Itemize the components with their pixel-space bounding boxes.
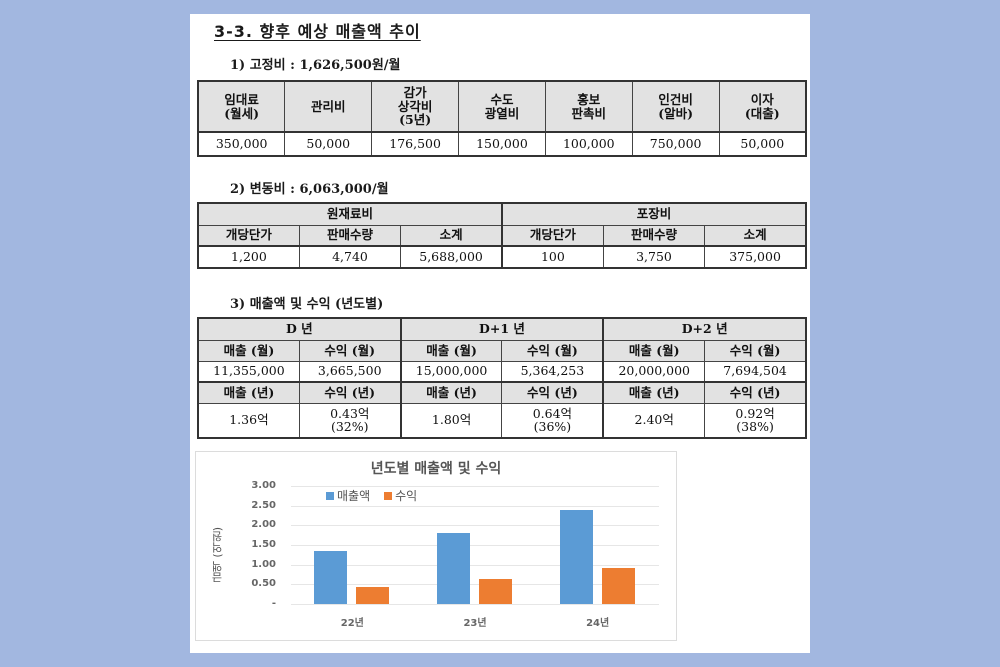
- yearly-header: 수익 (년): [501, 381, 604, 404]
- raw-material-group-header: 원재료비: [197, 202, 503, 226]
- yearly-header: 매출 (년): [399, 381, 503, 404]
- fixed-cost-header: 수도 광열비: [458, 80, 546, 133]
- revenue-swatch-icon: [326, 491, 334, 500]
- chart-title: 년도별 매출액 및 수익: [370, 461, 502, 477]
- year-header: D+1 년: [399, 317, 604, 341]
- revenue-profit-table: D 년 D+1 년 D+2 년 매출 (월) 수익 (월) 매출 (월) 수익 (월) 매출…: [197, 317, 807, 439]
- variable-cost-table: 원재료비 포장비 개당단가 판매수량 소계 개당단가 판매수량 소계 1,200 4,740…: [197, 202, 807, 269]
- x-tick-label: 23년: [463, 618, 487, 629]
- fixed-cost-header: 관리비: [284, 80, 373, 133]
- plot-area: - 0.50 1.00 1.50 2.00 2.50 3.00 22년 23년 24년: [251, 480, 659, 629]
- fixed-cost-heading: 1) 고정비 : 1,626,500원/월: [230, 58, 401, 73]
- chart-legend: 매출액 수익: [326, 487, 417, 504]
- gridline: [291, 486, 659, 487]
- fixed-cost-value: 350,000: [197, 131, 286, 157]
- fixed-cost-value: 750,000: [631, 131, 720, 157]
- monthly-header: 수익 (월): [704, 339, 807, 362]
- revenue-profit-chart: 년도별 매출액 및 수익 매출액 수익 금액 (억원) - 0.50 1.00 1.5…: [195, 451, 677, 641]
- gridline: [291, 584, 659, 586]
- fixed-cost-header: 인건비 (알바): [631, 80, 720, 133]
- gridline: [291, 604, 659, 605]
- packaging-group-header: 포장비: [500, 202, 807, 226]
- y-axis-title: 금액 (억원): [211, 527, 224, 584]
- gridline: [291, 545, 659, 546]
- yearly-value: 0.43억 (32%): [298, 402, 402, 439]
- gridline: [291, 564, 659, 566]
- monthly-value: 11,355,000: [197, 360, 300, 383]
- fixed-cost-header: 감가 상각비 (5년): [371, 80, 460, 133]
- profit-swatch-icon: [384, 491, 393, 500]
- fixed-cost-header: 임대료 (월세): [197, 80, 286, 133]
- y-tick-label: 2.00: [251, 519, 276, 531]
- variable-cost-value: 3,750: [602, 245, 706, 269]
- y-tick-label: 0.50: [251, 578, 276, 590]
- monthly-header: 매출 (월): [399, 339, 503, 362]
- yearly-header: 매출 (년): [197, 381, 300, 404]
- revenue-profit-heading: 3) 매출액 및 수익 (년도별): [230, 297, 384, 312]
- monthly-value: 3,665,500: [298, 360, 402, 383]
- legend-label-profit: 수익: [395, 489, 418, 503]
- yearly-value: 0.92억 (38%): [704, 402, 807, 439]
- revenue-bar: [559, 509, 593, 604]
- variable-cost-subheader: 개당단가: [197, 224, 300, 247]
- monthly-value: 5,364,253: [501, 360, 604, 383]
- profit-bar: [601, 567, 635, 604]
- variable-cost-value: 100: [500, 245, 604, 269]
- variable-cost-value: 375,000: [704, 245, 807, 269]
- fixed-cost-header: 홍보 판촉비: [544, 80, 633, 133]
- yearly-header: 수익 (년): [704, 381, 807, 404]
- profit-bar: [356, 587, 390, 604]
- yearly-header: 수익 (년): [298, 381, 402, 404]
- variable-cost-subheader: 판매수량: [298, 224, 402, 247]
- variable-cost-subheader: 판매수량: [602, 224, 706, 247]
- fixed-cost-value: 50,000: [284, 131, 373, 157]
- monthly-value: 15,000,000: [399, 360, 503, 383]
- revenue-bar: [437, 533, 470, 604]
- legend-label-revenue: 매출액: [337, 489, 371, 503]
- yearly-value: 0.64억 (36%): [501, 402, 604, 439]
- monthly-header: 매출 (월): [197, 339, 300, 362]
- legend-item-profit: 수익: [384, 487, 417, 504]
- legend-item-revenue: 매출액: [326, 487, 370, 504]
- monthly-header: 수익 (월): [501, 339, 604, 362]
- y-tick-label: 3.00: [251, 480, 276, 491]
- fixed-cost-table: 임대료 (월세) 관리비 감가 상각비 (5년) 수도 광열비 홍보 판촉비 인건비 (알바) 이자 (대…: [197, 80, 807, 157]
- yearly-value: 1.36억: [197, 402, 300, 439]
- yearly-value: 2.40억: [602, 402, 706, 439]
- fixed-cost-value: 50,000: [718, 131, 807, 157]
- monthly-value: 20,000,000: [602, 360, 706, 383]
- x-tick-label: 24년: [586, 618, 610, 629]
- fixed-cost-header: 이자 (대출): [718, 80, 807, 133]
- x-tick-label: 22년: [340, 618, 364, 629]
- yearly-value: 1.80억: [399, 402, 503, 439]
- year-header: D 년: [197, 317, 402, 341]
- fixed-cost-value: 150,000: [458, 131, 546, 157]
- variable-cost-value: 5,688,000: [400, 245, 503, 269]
- variable-cost-subheader: 소계: [704, 224, 807, 247]
- yearly-header: 매출 (년): [602, 381, 706, 404]
- monthly-value: 7,694,504: [704, 360, 807, 383]
- variable-cost-subheader: 개당단가: [500, 224, 604, 247]
- document-page: 3-3. 향후 예상 매출액 추이 1) 고정비 : 1,626,500원/월 …: [190, 14, 810, 653]
- year-header: D+2 년: [602, 317, 807, 341]
- y-tick-label: 1.00: [251, 558, 276, 570]
- fixed-cost-value: 100,000: [544, 131, 633, 157]
- revenue-bar: [314, 550, 348, 604]
- variable-cost-value: 4,740: [298, 245, 402, 269]
- monthly-header: 수익 (월): [298, 339, 402, 362]
- gridline: [291, 525, 659, 527]
- gridline: [291, 505, 659, 507]
- y-tick-label: 1.50: [251, 539, 276, 550]
- page-title: 3-3. 향후 예상 매출액 추이: [214, 22, 421, 41]
- variable-cost-subheader: 소계: [400, 224, 503, 247]
- monthly-header: 매출 (월): [602, 339, 706, 362]
- y-tick-label: -: [271, 598, 276, 609]
- fixed-cost-value: 176,500: [371, 131, 460, 157]
- y-tick-label: 2.50: [251, 499, 276, 511]
- variable-cost-heading: 2) 변동비 : 6,063,000/월: [230, 182, 389, 197]
- variable-cost-value: 1,200: [197, 245, 300, 269]
- profit-bar: [479, 578, 512, 604]
